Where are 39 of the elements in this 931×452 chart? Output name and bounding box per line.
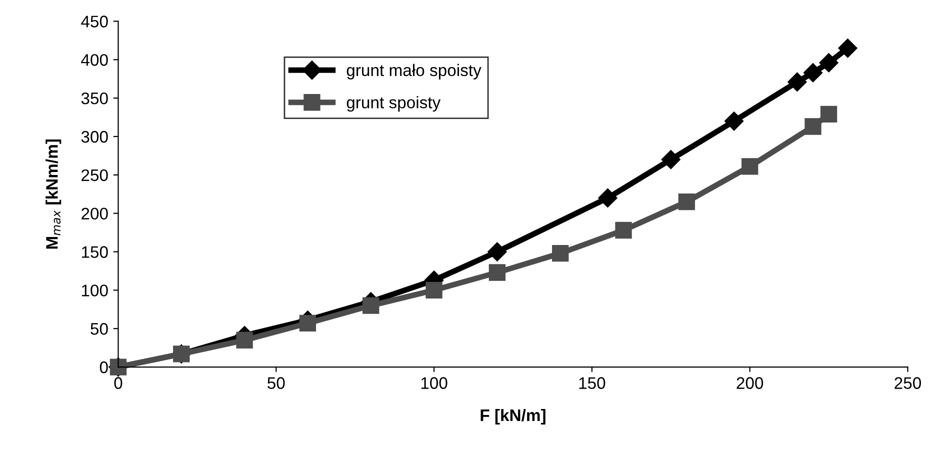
point: [488, 242, 507, 262]
point: [426, 282, 442, 299]
point: [678, 193, 695, 210]
x-tick-label: 150: [579, 377, 606, 389]
point: [615, 222, 632, 239]
point: [788, 72, 807, 92]
y-tick-label: 200: [82, 208, 108, 220]
point: [488, 264, 506, 281]
y-tick-label: 50: [90, 323, 108, 335]
point: [552, 244, 569, 262]
y-tick-label: 350: [81, 92, 108, 104]
y-tick-label: 100: [82, 284, 108, 296]
point: [804, 118, 822, 135]
point: [838, 38, 858, 58]
y-tick-label: 400: [81, 54, 108, 66]
x-tick-label: 250: [894, 377, 921, 389]
legend-label: grunt spoisty: [346, 96, 441, 112]
point: [299, 314, 316, 332]
point: [236, 332, 253, 348]
x-axis-title: F [kN/m]: [480, 408, 546, 424]
point: [598, 188, 618, 208]
point: [724, 112, 744, 131]
y-tick-label: 450: [81, 16, 108, 28]
point: [362, 297, 380, 314]
x-tick-label: 200: [736, 377, 764, 389]
y-tick-label: 250: [82, 169, 108, 182]
y-tick-label: 300: [81, 130, 108, 143]
point: [803, 63, 823, 82]
y-axis-title: M$_{max}$ [kNm/m]: [46, 140, 62, 249]
point: [661, 150, 680, 170]
point: [819, 53, 838, 72]
legend-label: grunt mało spoisty: [346, 64, 482, 80]
x-tick-label: 50: [268, 377, 285, 389]
x-tick-label: 0: [114, 377, 122, 389]
x-tick-label: 100: [421, 377, 448, 389]
y-tick-label: 0: [100, 361, 108, 374]
point: [820, 106, 838, 123]
y-tick-label: 150: [82, 246, 108, 258]
point: [741, 158, 758, 175]
